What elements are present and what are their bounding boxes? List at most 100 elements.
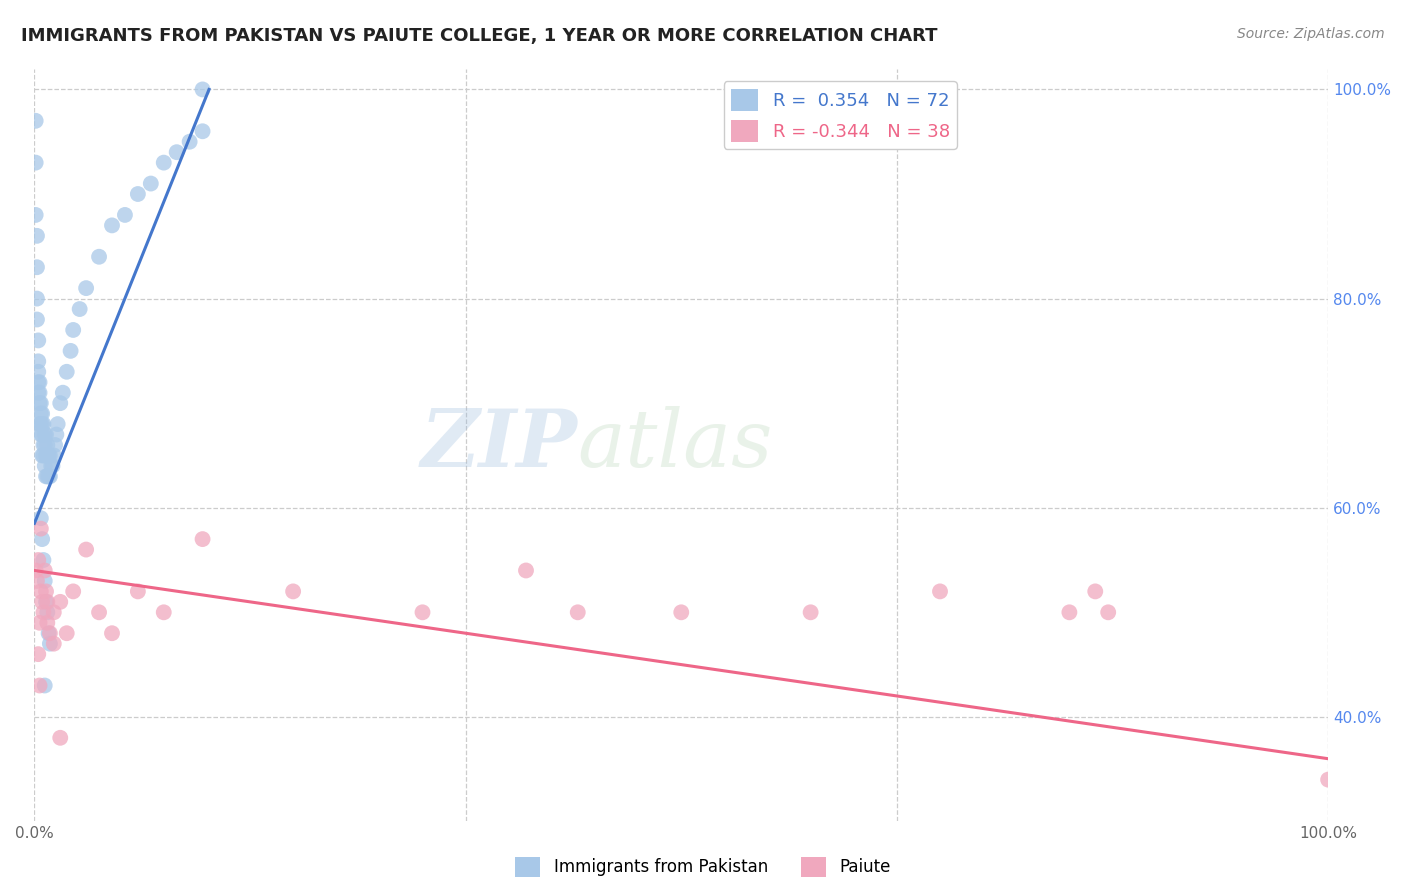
Point: [37, 438, 59, 452]
Point: [38, 449, 60, 463]
Point: [1097, 605, 1119, 619]
Text: atlas: atlas: [578, 406, 773, 483]
Point: [567, 605, 589, 619]
Point: [31, 417, 53, 431]
Point: [34, 564, 56, 578]
Point: [28, 376, 51, 390]
Point: [1084, 584, 1107, 599]
Point: [152, 155, 174, 169]
Point: [27, 385, 49, 400]
Point: [191, 532, 214, 546]
Point: [412, 605, 434, 619]
Point: [27, 365, 49, 379]
Point: [1317, 772, 1340, 787]
Point: [27, 354, 49, 368]
Point: [25, 228, 48, 243]
Point: [114, 208, 136, 222]
Point: [41, 458, 63, 473]
Point: [166, 145, 188, 160]
Point: [27, 647, 49, 661]
Point: [191, 82, 214, 96]
Point: [27, 376, 49, 390]
Text: ZIP: ZIP: [420, 406, 578, 483]
Point: [49, 595, 72, 609]
Point: [59, 343, 82, 358]
Point: [30, 522, 52, 536]
Point: [30, 584, 52, 599]
Legend: R =  0.354   N = 72, R = -0.344   N = 38: R = 0.354 N = 72, R = -0.344 N = 38: [724, 81, 957, 149]
Point: [24, 155, 46, 169]
Point: [127, 584, 149, 599]
Point: [25, 312, 48, 326]
Point: [69, 301, 91, 316]
Point: [31, 449, 53, 463]
Point: [31, 532, 53, 546]
Point: [62, 323, 84, 337]
Point: [28, 396, 51, 410]
Point: [28, 385, 51, 400]
Point: [75, 542, 97, 557]
Point: [25, 292, 48, 306]
Point: [35, 595, 58, 609]
Point: [37, 605, 59, 619]
Point: [25, 574, 48, 588]
Point: [87, 250, 110, 264]
Point: [44, 438, 66, 452]
Point: [152, 605, 174, 619]
Point: [127, 186, 149, 201]
Point: [515, 564, 537, 578]
Point: [32, 438, 55, 452]
Point: [45, 427, 67, 442]
Point: [32, 449, 55, 463]
Point: [42, 605, 65, 619]
Point: [35, 449, 58, 463]
Point: [52, 385, 75, 400]
Point: [929, 584, 952, 599]
Point: [32, 553, 55, 567]
Point: [35, 427, 58, 442]
Point: [75, 281, 97, 295]
Point: [31, 427, 53, 442]
Point: [42, 449, 65, 463]
Point: [38, 449, 60, 463]
Point: [28, 679, 51, 693]
Point: [38, 469, 60, 483]
Point: [31, 595, 53, 609]
Point: [32, 417, 55, 431]
Point: [24, 113, 46, 128]
Point: [191, 124, 214, 138]
Point: [27, 553, 49, 567]
Point: [28, 615, 51, 630]
Point: [31, 407, 53, 421]
Point: [32, 605, 55, 619]
Point: [34, 458, 56, 473]
Point: [25, 260, 48, 275]
Point: [37, 469, 59, 483]
Point: [62, 584, 84, 599]
Point: [35, 469, 58, 483]
Point: [179, 135, 201, 149]
Point: [1059, 605, 1081, 619]
Point: [39, 458, 62, 473]
Point: [101, 219, 124, 233]
Point: [37, 595, 59, 609]
Point: [38, 626, 60, 640]
Point: [38, 469, 60, 483]
Point: [24, 208, 46, 222]
Point: [37, 449, 59, 463]
Point: [87, 605, 110, 619]
Text: IMMIGRANTS FROM PAKISTAN VS PAIUTE COLLEGE, 1 YEAR OR MORE CORRELATION CHART: IMMIGRANTS FROM PAKISTAN VS PAIUTE COLLE…: [21, 27, 938, 45]
Point: [55, 626, 77, 640]
Point: [34, 438, 56, 452]
Point: [281, 584, 304, 599]
Point: [30, 427, 52, 442]
Point: [49, 396, 72, 410]
Point: [24, 564, 46, 578]
Point: [38, 626, 60, 640]
Point: [101, 626, 124, 640]
Point: [671, 605, 693, 619]
Point: [139, 177, 162, 191]
Point: [42, 637, 65, 651]
Text: Source: ZipAtlas.com: Source: ZipAtlas.com: [1237, 27, 1385, 41]
Point: [28, 417, 51, 431]
